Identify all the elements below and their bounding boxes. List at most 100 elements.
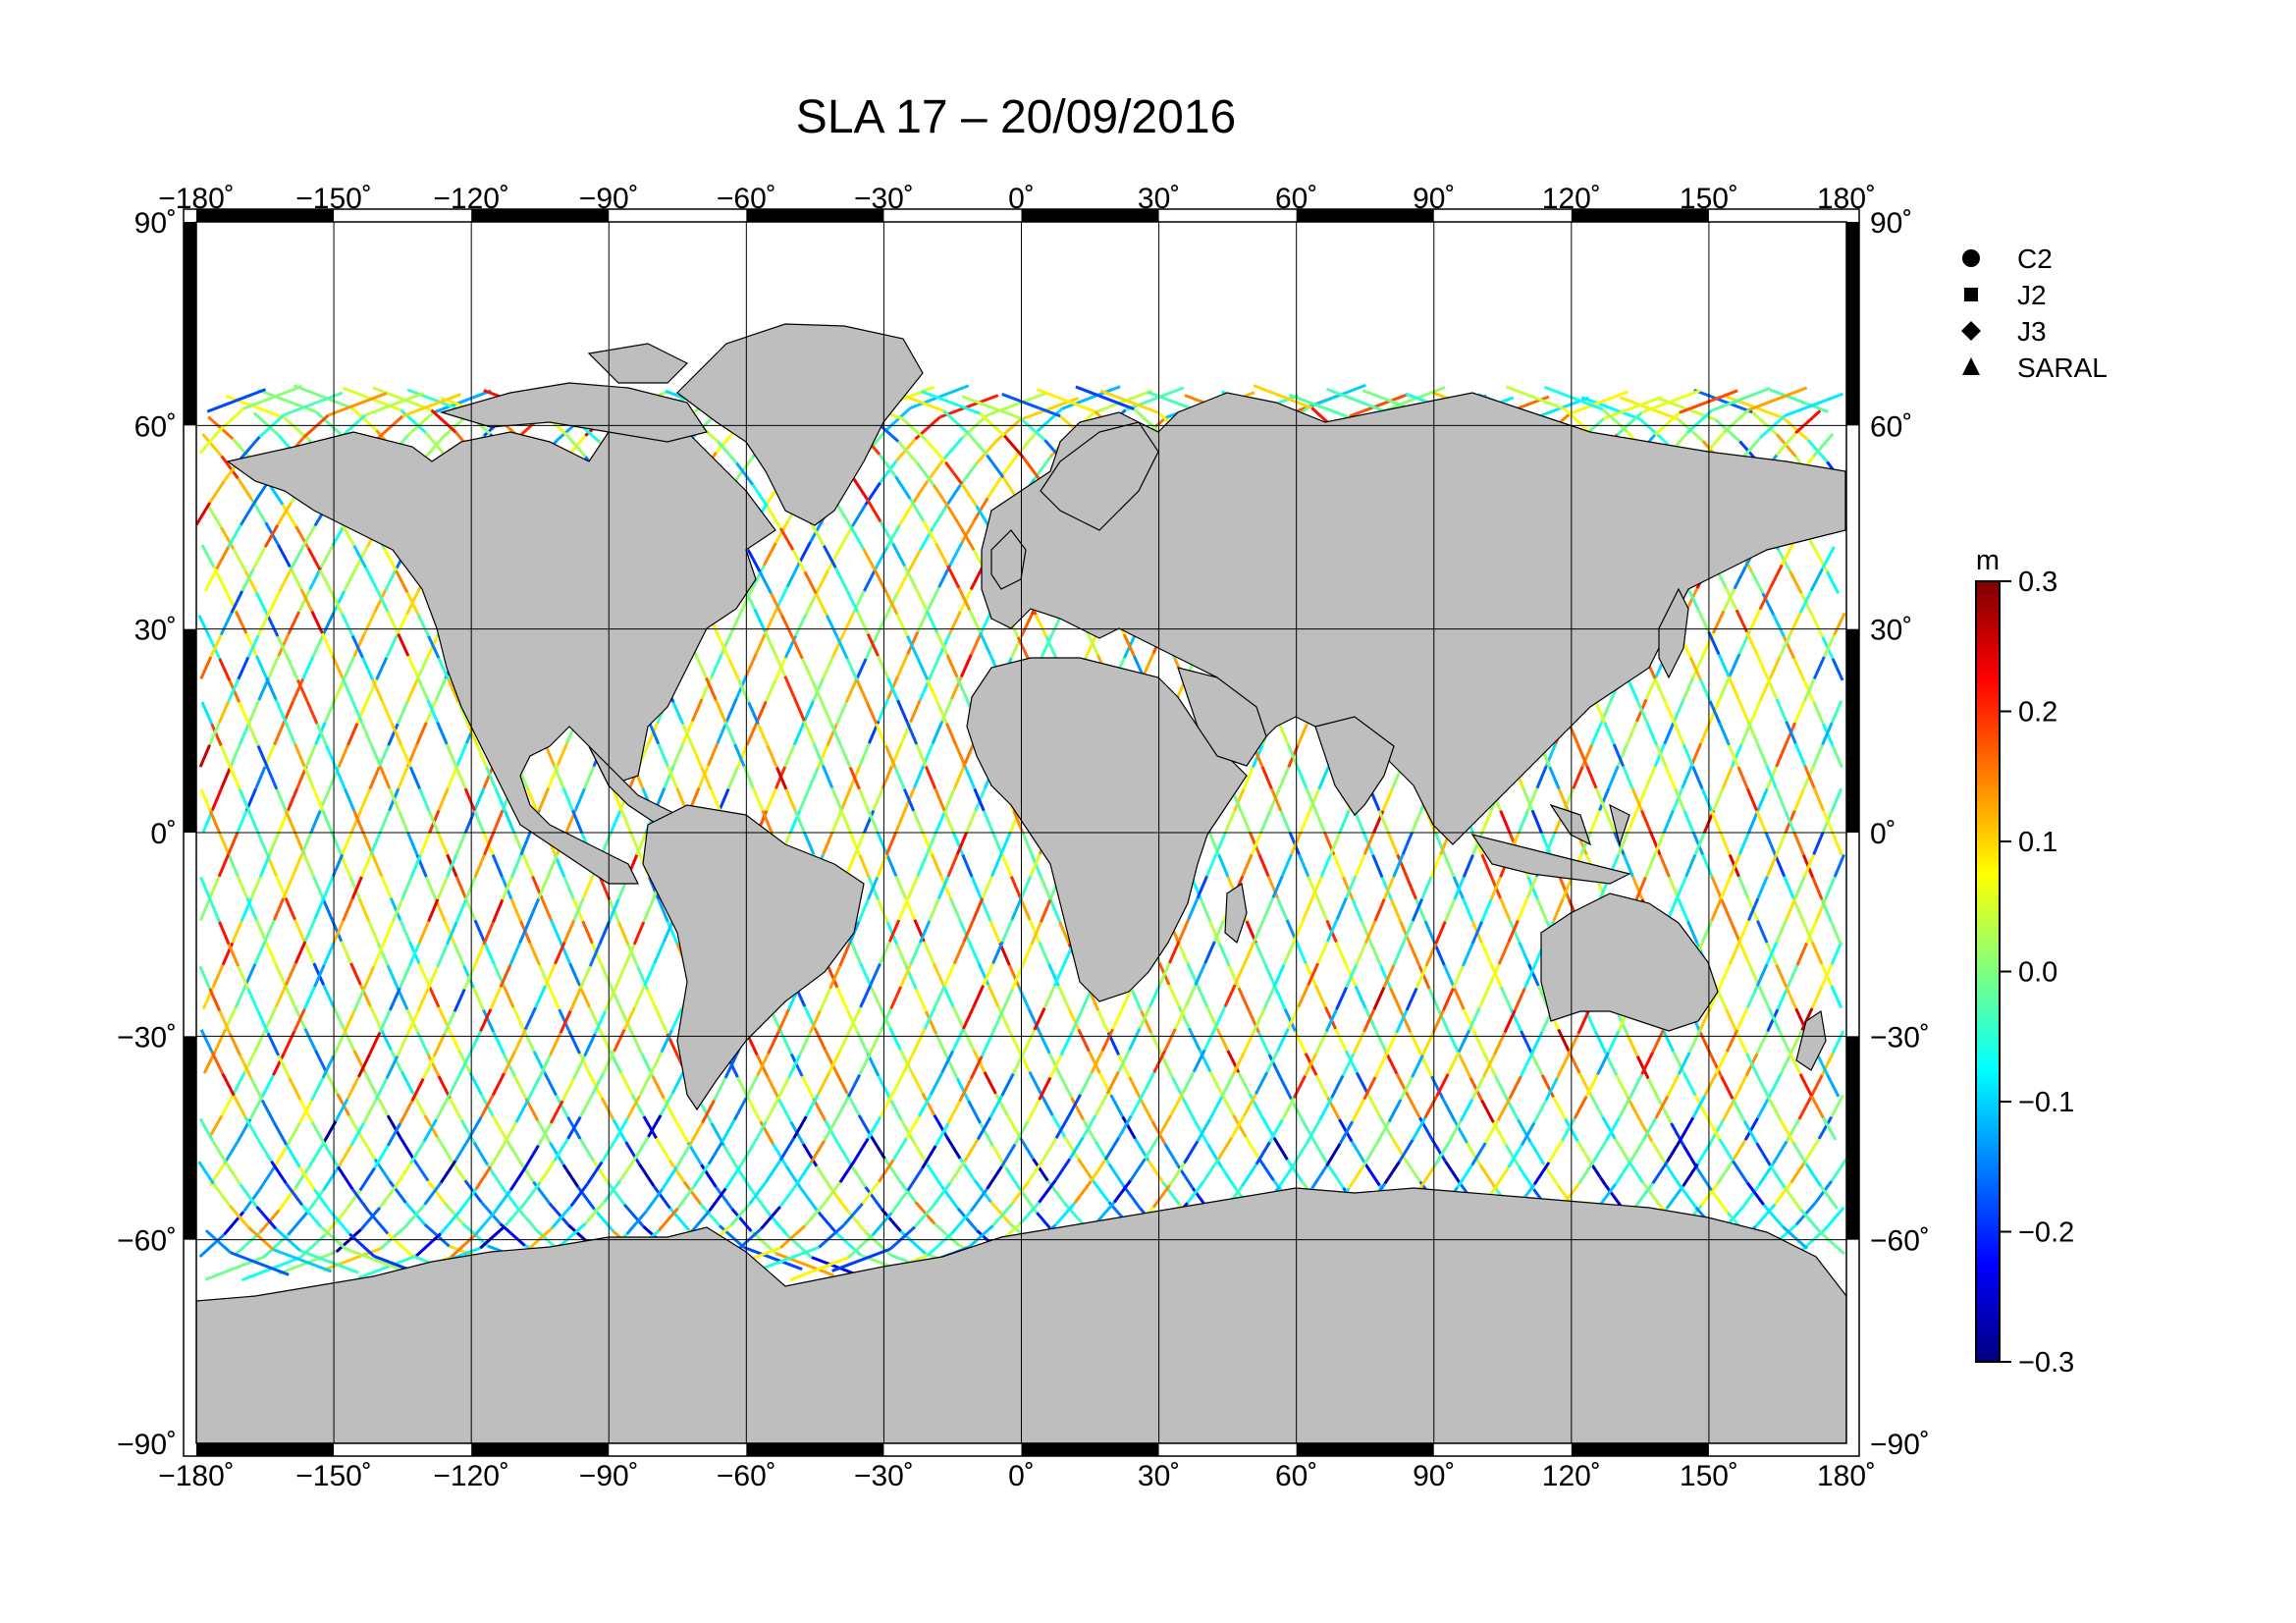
track-segment bbox=[491, 853, 504, 878]
track-segment bbox=[1233, 788, 1246, 812]
track-segment bbox=[751, 565, 766, 589]
track-segment bbox=[278, 568, 293, 593]
track-segment bbox=[212, 1182, 232, 1207]
track-segment bbox=[884, 406, 912, 432]
lon-tick-label-top: 0˚ bbox=[1008, 183, 1035, 215]
track-segment bbox=[1305, 962, 1317, 987]
japan bbox=[1658, 587, 1689, 679]
track-segment bbox=[1001, 393, 1061, 418]
track-segment bbox=[1755, 653, 1769, 677]
track-segment bbox=[970, 631, 984, 656]
lon-labels-bottom: −180˚ −150˚ −120˚ −90˚ −60˚ −30˚ 0˚ 30˚ 60˚ 90˚ 12… bbox=[158, 1460, 1876, 1492]
track-segment bbox=[1380, 876, 1393, 900]
track-segment bbox=[713, 1077, 727, 1102]
track-segment bbox=[287, 611, 301, 635]
track-segment bbox=[1756, 876, 1769, 899]
track-segment bbox=[906, 1166, 924, 1192]
track-segment bbox=[647, 721, 661, 745]
track-segment bbox=[970, 876, 983, 900]
track-segment bbox=[828, 1050, 842, 1074]
track-segment bbox=[1830, 1158, 1846, 1182]
track-segment bbox=[332, 1005, 346, 1030]
track-segment bbox=[1499, 986, 1513, 1010]
track-segment bbox=[363, 1071, 378, 1095]
track-segment bbox=[1094, 1093, 1109, 1116]
track-segment bbox=[447, 1074, 461, 1099]
track-segment bbox=[718, 636, 731, 660]
track-segment bbox=[1345, 964, 1358, 989]
track-segment bbox=[973, 1179, 992, 1203]
track-segment bbox=[858, 788, 871, 812]
lon-tick-label-top: −150˚ bbox=[295, 183, 372, 215]
lat-tick-label-left: 30˚ bbox=[134, 615, 177, 647]
track-segment bbox=[933, 1182, 952, 1207]
track-segment bbox=[766, 744, 778, 769]
track-segment bbox=[1462, 897, 1474, 922]
track-segment bbox=[845, 1008, 859, 1033]
track-segment bbox=[543, 1072, 558, 1097]
track-segment bbox=[302, 986, 316, 1010]
track-segment bbox=[1243, 941, 1256, 964]
track-segment bbox=[265, 614, 280, 637]
track-segment bbox=[1629, 1073, 1644, 1098]
frame-segment-right bbox=[1846, 222, 1859, 426]
track-segment bbox=[1405, 876, 1417, 900]
track-segment bbox=[825, 614, 839, 638]
track-segment bbox=[1795, 942, 1809, 966]
track-segment bbox=[932, 962, 945, 986]
track-segment bbox=[304, 743, 317, 768]
track-segment bbox=[849, 940, 862, 964]
track-segment bbox=[1073, 1180, 1093, 1205]
track-segment bbox=[1272, 1136, 1289, 1161]
track-segment bbox=[879, 941, 891, 965]
track-segment bbox=[764, 678, 777, 702]
track-segment bbox=[1821, 722, 1834, 746]
track-segment bbox=[942, 962, 956, 987]
track-segment bbox=[1756, 1095, 1772, 1119]
track-segment bbox=[802, 720, 816, 744]
track-segment bbox=[1020, 944, 1034, 968]
track-segment bbox=[426, 1053, 441, 1077]
track-segment bbox=[260, 1099, 276, 1123]
track-segment bbox=[1677, 897, 1689, 922]
track-segment bbox=[197, 1161, 215, 1185]
track-segment bbox=[1736, 698, 1750, 723]
track-segment bbox=[514, 1099, 530, 1123]
track-segment bbox=[418, 832, 432, 856]
ground-track bbox=[206, 395, 1845, 1271]
track-segment bbox=[1384, 1051, 1399, 1075]
track-segment bbox=[1745, 631, 1759, 656]
track-segment bbox=[1088, 1050, 1101, 1074]
track-segment bbox=[1409, 943, 1421, 967]
track-segment bbox=[705, 676, 718, 701]
track-segment bbox=[1731, 743, 1743, 768]
map-grid bbox=[196, 222, 1846, 1443]
scandinavia bbox=[1040, 421, 1159, 531]
track-segment bbox=[1696, 609, 1711, 633]
track-segment bbox=[1462, 1008, 1475, 1033]
track-segment bbox=[436, 944, 449, 968]
track-segment bbox=[1053, 1158, 1072, 1182]
track-segment bbox=[220, 455, 240, 480]
track-segment bbox=[1411, 897, 1424, 922]
track-segment bbox=[1650, 1140, 1667, 1164]
track-segment bbox=[1513, 987, 1526, 1011]
track-segment bbox=[835, 701, 848, 725]
track-segment bbox=[777, 1099, 792, 1123]
frame-segment-left bbox=[184, 628, 196, 833]
track-segment bbox=[448, 1097, 463, 1121]
lat-tick-label-right: −60˚ bbox=[1870, 1225, 1930, 1258]
track-segment bbox=[1812, 432, 1835, 458]
track-segment bbox=[912, 810, 925, 834]
track-segment bbox=[1764, 832, 1777, 855]
track-segment bbox=[395, 569, 409, 594]
track-segment bbox=[946, 506, 963, 529]
track-segment bbox=[931, 721, 944, 744]
track-segment bbox=[1480, 898, 1493, 923]
track-segment bbox=[1247, 1009, 1260, 1034]
track-segment bbox=[1470, 1142, 1487, 1166]
track-segment bbox=[1812, 787, 1825, 811]
track-segment bbox=[735, 1166, 754, 1192]
track-segment bbox=[1641, 1181, 1661, 1206]
track-segment bbox=[1301, 897, 1314, 922]
